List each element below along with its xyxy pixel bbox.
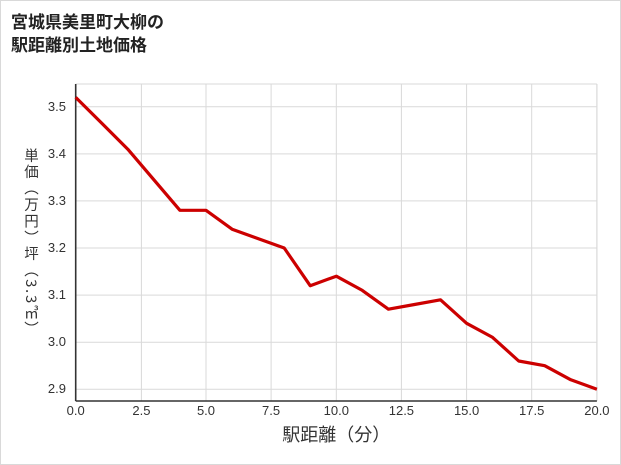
svg-text:5.0: 5.0 [197,403,215,418]
svg-text:3.2: 3.2 [48,240,66,255]
svg-text:2.5: 2.5 [132,403,150,418]
svg-text:15.0: 15.0 [454,403,479,418]
svg-text:7.5: 7.5 [262,403,280,418]
svg-text:0.0: 0.0 [67,403,85,418]
svg-text:10.0: 10.0 [324,403,349,418]
svg-text:2.9: 2.9 [48,381,66,396]
svg-text:3.5: 3.5 [48,99,66,114]
svg-text:17.5: 17.5 [519,403,544,418]
svg-text:3.3: 3.3 [48,193,66,208]
svg-text:3.4: 3.4 [48,146,66,161]
svg-text:3.0: 3.0 [48,334,66,349]
svg-text:20.0: 20.0 [584,403,609,418]
svg-text:12.5: 12.5 [389,403,414,418]
svg-text:3.1: 3.1 [48,287,66,302]
